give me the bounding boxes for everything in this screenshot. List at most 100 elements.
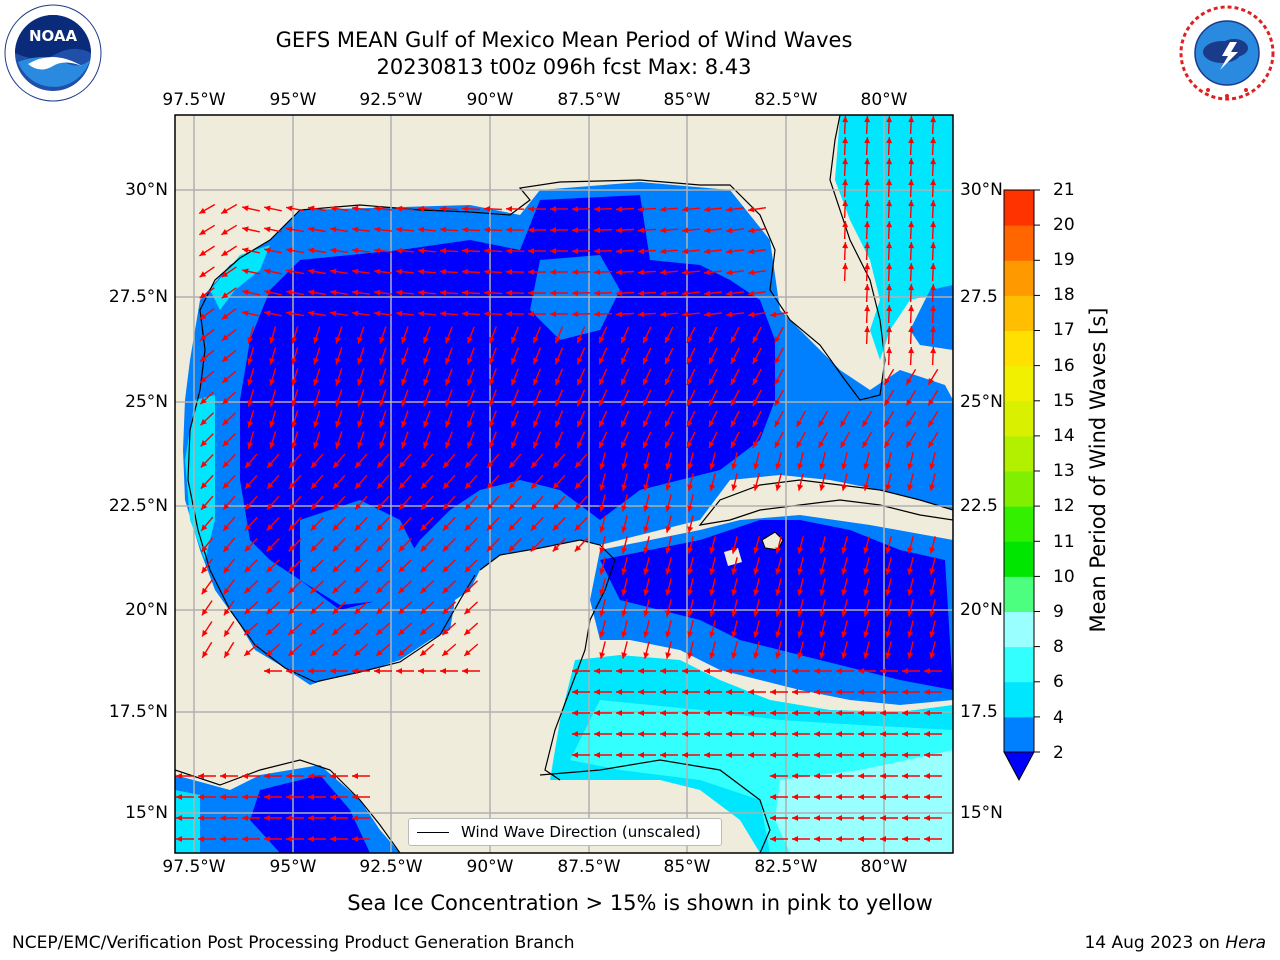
colorbar-under-extension [1003,751,1035,782]
wind-wave-arrow [665,515,672,533]
wind-wave-arrow [927,431,939,449]
wind-wave-arrow [599,515,606,533]
wind-wave-arrow [924,773,942,779]
wind-wave-arrow [242,310,260,317]
wind-wave-arrow [461,289,481,296]
wind-wave-arrow [374,226,392,233]
wind-wave-arrow [505,226,525,233]
wind-wave-arrow [599,494,606,512]
wind-wave-arrow [638,710,656,716]
wind-wave-arrow [615,206,635,213]
colorbar-segment [1004,260,1034,296]
wind-wave-arrow [726,311,744,318]
wind-wave-arrow [687,578,694,596]
wind-wave-arrow [247,431,255,449]
wind-wave-arrow [307,310,327,317]
wind-wave-arrow [642,389,652,407]
wind-wave-arrow [510,347,520,365]
wind-wave-arrow [704,710,722,716]
wind-wave-arrow [599,599,606,617]
wind-wave-arrow [665,578,672,596]
wind-wave-arrow [863,536,870,554]
wind-wave-arrow [395,268,415,275]
wind-wave-arrow [747,311,767,318]
wind-wave-arrow [660,752,678,758]
wind-wave-arrow [708,431,718,449]
wind-wave-arrow [929,578,936,596]
wind-wave-arrow [643,620,650,638]
wind-wave-arrow [442,538,456,552]
wind-wave-arrow [861,410,873,428]
wind-wave-arrow [354,453,368,469]
wind-wave-arrow [199,266,215,278]
wind-wave-arrow [864,157,871,177]
wind-wave-arrow [621,599,628,617]
wind-wave-arrow [902,689,920,695]
wind-wave-arrow [599,620,606,638]
colorbar-tick: 8 [1053,637,1064,657]
sea-ice-caption: Sea Ice Concentration > 15% is shown in … [347,891,933,915]
wind-wave-arrow [244,495,258,511]
lon-tick-bottom: 95°W [269,857,317,877]
wind-wave-arrow [200,537,214,553]
map-legend: Wind Wave Direction (unscaled) [408,818,722,846]
wind-wave-arrow [269,368,277,386]
wind-wave-arrow [929,641,936,659]
colorbar-segment [1004,646,1034,683]
wind-wave-arrow [554,368,564,386]
wind-wave-arrow [637,269,657,276]
noaa-logo-text: NOAA [29,27,78,45]
wind-wave-arrow [864,115,871,135]
wind-wave-arrow [598,368,608,386]
wind-wave-arrow [686,431,696,449]
wind-wave-arrow [464,495,478,511]
wind-wave-arrow [285,310,305,317]
wind-wave-arrow [817,410,829,428]
wind-wave-arrow [442,580,456,594]
wind-wave-arrow [552,538,566,552]
wind-wave-arrow [775,599,782,617]
gulf-blob-2to4s-a [300,500,420,605]
wind-wave-arrow [264,310,282,317]
wind-wave-arrow [574,538,588,552]
wind-wave-arrow [598,410,608,428]
wind-wave-arrow [792,773,810,779]
wind-wave-arrow [775,557,782,575]
wind-wave-arrow [930,346,937,366]
wind-wave-arrow [687,452,694,470]
wind-wave-arrow [266,516,280,532]
wind-wave-arrow [819,578,826,596]
wind-wave-arrow [864,199,871,219]
colorbar-segment [1004,611,1034,648]
legend-label: Wind Wave Direction (unscaled) [461,823,701,841]
wind-wave-arrow [664,347,674,365]
wind-wave-arrow [329,310,349,317]
wind-wave-arrow [858,794,876,800]
wind-wave-arrow [532,389,542,407]
wind-wave-arrow [726,290,744,297]
wind-wave-arrow [930,136,937,156]
wind-wave-arrow [863,578,870,596]
colorbar-tick: 16 [1053,356,1075,376]
wind-wave-arrow [643,578,650,596]
wind-wave-arrow [419,643,435,657]
map-title: GEFS MEAN Gulf of Mexico Mean Period of … [275,28,853,52]
wind-wave-arrow [797,620,804,638]
wind-wave-arrow [886,283,893,303]
wind-wave-arrow [571,269,591,276]
wind-wave-arrow [379,410,387,428]
wind-wave-arrow [748,752,766,758]
wind-wave-arrow [307,205,327,212]
wind-wave-arrow [352,310,370,317]
wind-wave-arrow [483,205,503,212]
wind-wave-arrow [774,368,784,386]
wind-wave-arrow [395,226,415,233]
wind-wave-arrow [665,452,672,470]
wind-wave-arrow [814,794,832,800]
wind-wave-arrow [291,431,299,449]
wind-wave-arrow [199,370,215,384]
wind-wave-arrow [335,368,343,386]
wind-wave-arrow [621,641,628,659]
wind-wave-arrow [530,516,544,532]
wind-wave-arrow [354,495,368,511]
